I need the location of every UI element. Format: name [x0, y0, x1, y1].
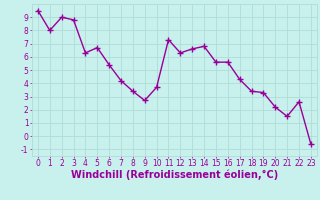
X-axis label: Windchill (Refroidissement éolien,°C): Windchill (Refroidissement éolien,°C) — [71, 170, 278, 180]
